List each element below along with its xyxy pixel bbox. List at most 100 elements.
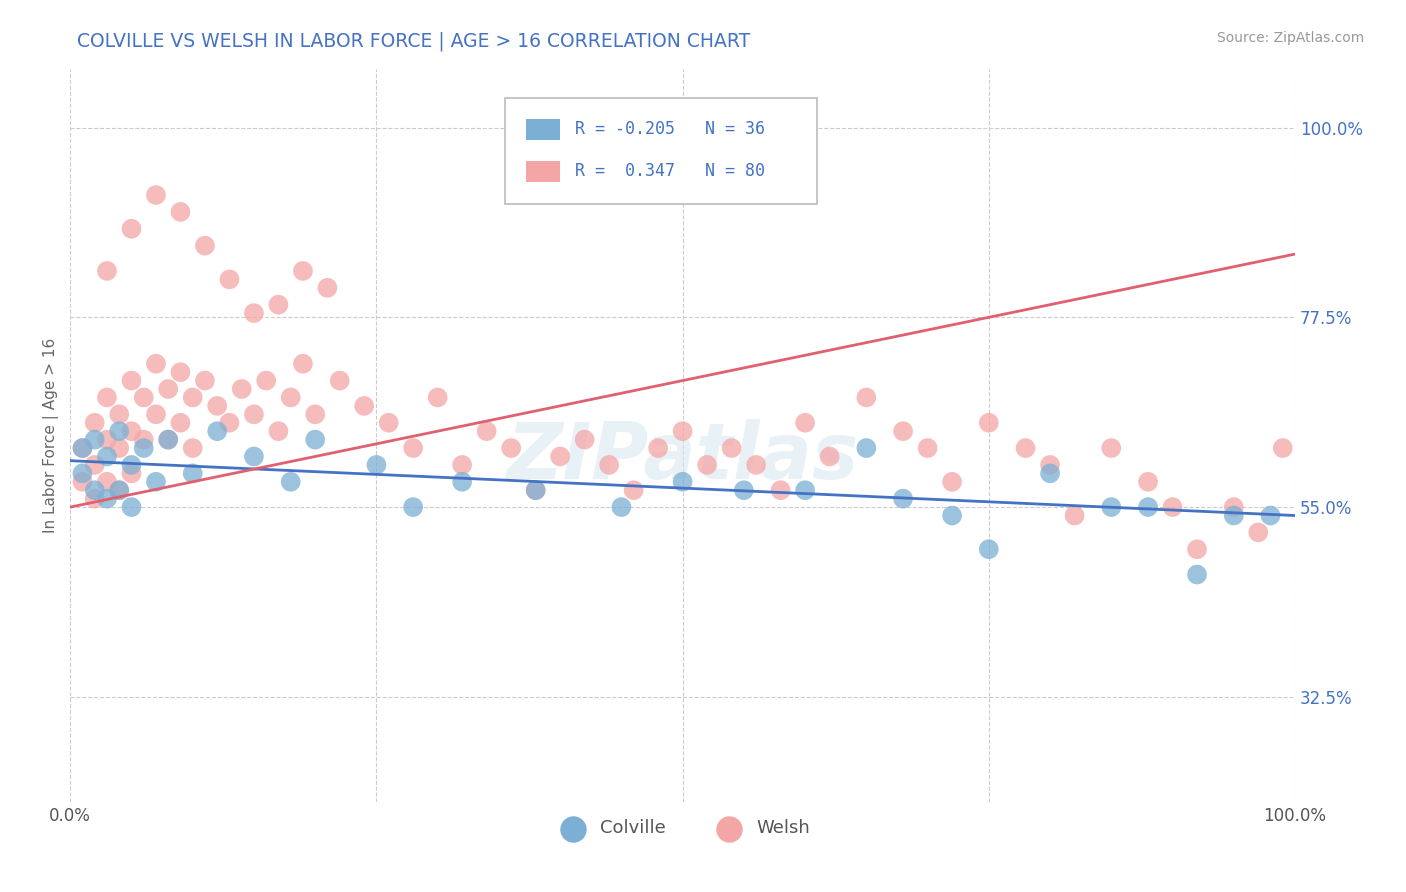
Point xyxy=(181,391,204,405)
Point xyxy=(377,416,399,430)
Point xyxy=(121,500,143,514)
Text: ZIPatlas: ZIPatlas xyxy=(506,419,859,495)
Point xyxy=(1161,500,1184,514)
Point xyxy=(96,391,118,405)
Point xyxy=(623,483,645,498)
Point xyxy=(194,374,217,388)
Point xyxy=(243,407,266,421)
Point xyxy=(108,407,131,421)
Point xyxy=(108,441,131,455)
Point xyxy=(96,475,118,489)
Point xyxy=(83,433,105,447)
Text: R = -0.205   N = 36: R = -0.205 N = 36 xyxy=(575,120,765,138)
Point xyxy=(108,424,131,438)
Text: R =  0.347   N = 80: R = 0.347 N = 80 xyxy=(575,162,765,180)
Point xyxy=(610,500,633,514)
Point xyxy=(917,441,939,455)
Point xyxy=(72,441,94,455)
Point xyxy=(121,374,143,388)
Point xyxy=(720,441,742,455)
Point xyxy=(891,491,914,506)
Point xyxy=(794,416,817,430)
Point xyxy=(72,441,94,455)
Point xyxy=(524,483,547,498)
Point xyxy=(1247,525,1270,540)
Point xyxy=(169,365,191,379)
Point xyxy=(132,391,155,405)
Point xyxy=(353,399,375,413)
Point xyxy=(280,475,302,489)
Point xyxy=(254,374,277,388)
Point xyxy=(451,458,474,472)
Point xyxy=(1185,542,1208,557)
Point xyxy=(1039,458,1062,472)
Point xyxy=(72,467,94,481)
Point xyxy=(855,441,877,455)
Point xyxy=(941,508,963,523)
Point xyxy=(941,475,963,489)
Point xyxy=(267,298,290,312)
Point xyxy=(132,441,155,455)
Point xyxy=(475,424,498,438)
Point xyxy=(145,188,167,202)
Point xyxy=(108,483,131,498)
Point xyxy=(83,458,105,472)
Point xyxy=(243,306,266,320)
Point xyxy=(977,542,1000,557)
Point xyxy=(548,450,571,464)
Point xyxy=(855,391,877,405)
Point xyxy=(145,407,167,421)
Point xyxy=(145,357,167,371)
Point xyxy=(402,500,425,514)
Point xyxy=(83,483,105,498)
Point xyxy=(977,416,1000,430)
Point xyxy=(501,441,523,455)
Point xyxy=(672,424,695,438)
Point xyxy=(1260,508,1282,523)
Point xyxy=(181,441,204,455)
Point xyxy=(96,433,118,447)
Point xyxy=(1099,441,1122,455)
Point xyxy=(451,475,474,489)
Point xyxy=(304,433,326,447)
Point xyxy=(157,433,180,447)
Point xyxy=(366,458,388,472)
Point xyxy=(672,475,695,489)
Point xyxy=(83,491,105,506)
Point xyxy=(598,458,620,472)
Point xyxy=(745,458,768,472)
Point xyxy=(1223,500,1246,514)
Point xyxy=(402,441,425,455)
Point xyxy=(96,264,118,278)
Y-axis label: In Labor Force | Age > 16: In Labor Force | Age > 16 xyxy=(44,338,59,533)
FancyBboxPatch shape xyxy=(505,98,817,204)
Point xyxy=(121,467,143,481)
Point xyxy=(145,475,167,489)
Point xyxy=(218,416,240,430)
Point xyxy=(132,433,155,447)
Point xyxy=(181,467,204,481)
Legend: Colville, Welsh: Colville, Welsh xyxy=(548,812,817,845)
Point xyxy=(316,281,339,295)
Bar xyxy=(526,161,560,181)
Point xyxy=(524,483,547,498)
Point xyxy=(733,483,755,498)
Point xyxy=(794,483,817,498)
Point xyxy=(169,416,191,430)
Point xyxy=(329,374,352,388)
Point xyxy=(291,264,314,278)
Point xyxy=(121,424,143,438)
Point xyxy=(121,458,143,472)
Point xyxy=(280,391,302,405)
Point xyxy=(96,450,118,464)
Point xyxy=(169,205,191,219)
Point xyxy=(121,221,143,235)
Point xyxy=(696,458,718,472)
Point xyxy=(243,450,266,464)
Point xyxy=(1137,475,1160,489)
Point xyxy=(218,272,240,286)
Point xyxy=(1185,567,1208,582)
Point xyxy=(304,407,326,421)
Point xyxy=(1099,500,1122,514)
Point xyxy=(205,424,228,438)
